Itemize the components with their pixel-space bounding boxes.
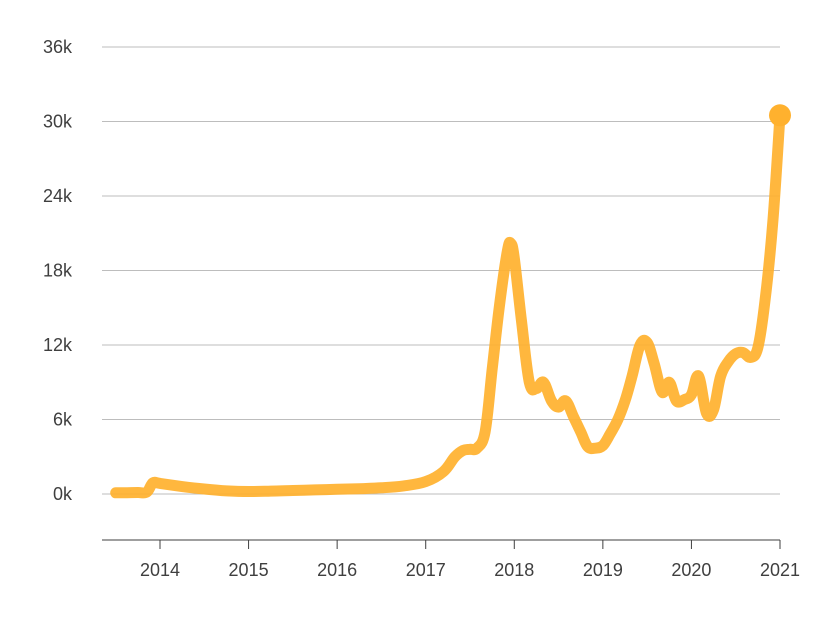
y-tick-label: 36k: [43, 37, 73, 57]
x-axis: 2014 2015 2016 2017 2018 2019 2020 2021: [102, 539, 800, 580]
x-tick-label: 2018: [494, 560, 534, 580]
series-end-point: [769, 104, 791, 127]
y-axis-tick-labels: 0k 6k 12k 18k 24k 30k 36k: [43, 37, 73, 504]
x-tick-label: 2015: [229, 560, 269, 580]
y-tick-label: 0k: [53, 484, 73, 504]
x-tick-label: 2017: [406, 560, 446, 580]
y-tick-label: 6k: [53, 410, 73, 430]
grid-lines: [102, 46, 780, 495]
y-tick-label: 24k: [43, 186, 73, 206]
x-tick-label: 2014: [140, 560, 180, 580]
x-tick-label: 2020: [671, 560, 711, 580]
series-line: [110, 109, 786, 499]
x-tick-label: 2019: [583, 560, 623, 580]
y-tick-label: 30k: [43, 112, 73, 132]
x-tick-label: 2021: [760, 560, 800, 580]
y-tick-label: 12k: [43, 335, 73, 355]
y-tick-label: 18k: [43, 261, 73, 281]
x-tick-label: 2016: [317, 560, 357, 580]
series-layer: [110, 104, 791, 499]
